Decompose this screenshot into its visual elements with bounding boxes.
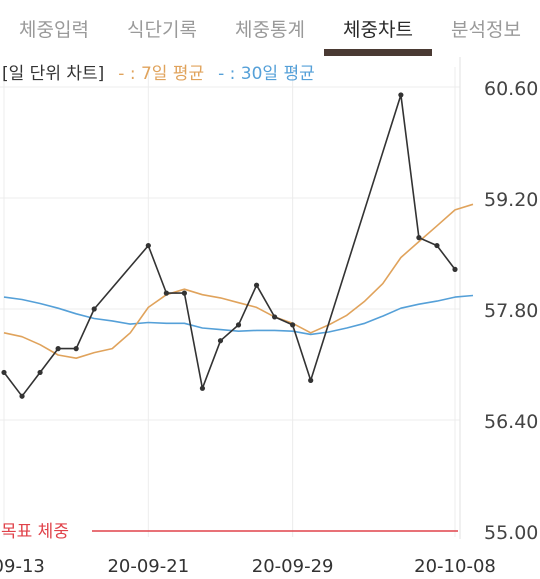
weight-data-point xyxy=(199,385,206,391)
weight-data-point xyxy=(181,290,187,296)
tab-analysis-info[interactable]: 분석정보 xyxy=(432,0,540,56)
weight-data-point xyxy=(272,314,278,320)
tab-label: 체중차트 xyxy=(343,18,413,41)
tab-label: 체중통계 xyxy=(235,18,305,41)
weight-data-point xyxy=(1,369,7,376)
legend-30day-average: - : 30일 평균 xyxy=(218,64,315,84)
y-tick-label: 59.20 xyxy=(484,189,538,211)
tab-label: 체중입력 xyxy=(19,18,89,41)
target-weight-label: 목표 체중 xyxy=(1,522,69,542)
weight-data-point xyxy=(91,306,97,312)
y-tick-label: 56.40 xyxy=(484,411,538,433)
tab-weight-chart[interactable]: 체중차트 xyxy=(324,0,432,56)
tab-diet-log[interactable]: 식단기록 xyxy=(108,0,216,56)
weight-data-point xyxy=(398,92,404,98)
weight-data-point xyxy=(145,242,151,249)
y-tick-label: 60.60 xyxy=(484,78,538,100)
weight-data-point xyxy=(452,266,458,272)
series-line-ma7 xyxy=(3,203,474,360)
legend-7day-average: - : 7일 평균 xyxy=(118,64,205,84)
weight-data-point xyxy=(235,322,242,328)
x-tick-label: 20-09-21 xyxy=(107,556,189,577)
tab-weight-stats[interactable]: 체중통계 xyxy=(216,0,324,56)
chart-legend: [일 단위 차트] - : 7일 평균 - : 30일 평균 xyxy=(2,59,315,84)
x-tick-label: 20-09-29 xyxy=(252,556,334,577)
weight-data-point xyxy=(290,322,296,328)
weight-data-point xyxy=(163,290,169,296)
weight-data-point xyxy=(253,282,260,288)
weight-data-point xyxy=(73,346,79,352)
tab-bar: 체중입력 식단기록 체중통계 체중차트 분석정보 xyxy=(0,0,540,56)
tab-weight-input[interactable]: 체중입력 xyxy=(0,0,108,56)
weight-data-point xyxy=(416,235,422,241)
weight-data-point xyxy=(308,377,314,383)
x-tick-label: 20-09-13 xyxy=(0,556,45,577)
weight-data-point xyxy=(19,393,25,399)
series-line-ma30 xyxy=(3,294,474,336)
y-tick-label: 55.00 xyxy=(484,522,538,544)
x-tick-label: 20-10-08 xyxy=(414,556,496,577)
tab-label: 분석정보 xyxy=(451,18,521,41)
weight-data-point xyxy=(55,346,61,352)
weight-data-point xyxy=(434,242,440,249)
weight-data-point xyxy=(217,338,224,344)
weight-data-point xyxy=(37,369,43,376)
active-tab-indicator xyxy=(324,49,432,56)
chart-unit-label: [일 단위 차트] xyxy=(2,64,105,84)
series-line-weight xyxy=(3,94,456,398)
tab-label: 식단기록 xyxy=(127,18,197,41)
y-tick-label: 57.80 xyxy=(484,300,538,322)
